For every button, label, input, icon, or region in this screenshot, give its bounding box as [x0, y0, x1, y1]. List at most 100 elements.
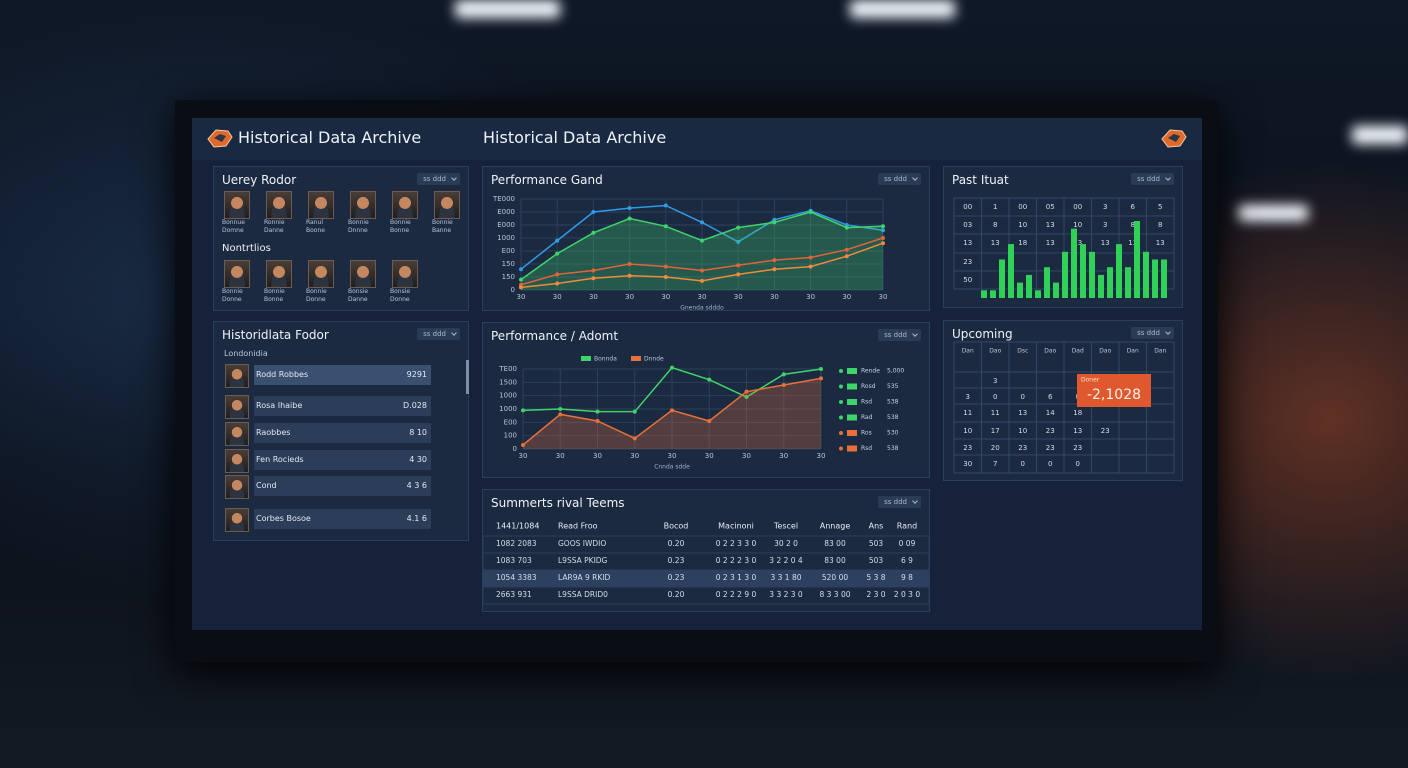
- data-point: [736, 225, 741, 230]
- dropdown[interactable]: ss ddd: [878, 173, 921, 185]
- item-value: 4 3 6: [406, 481, 427, 490]
- player-avatar: [224, 191, 250, 219]
- day-cell: 6: [1048, 393, 1053, 401]
- day-cell: 20: [991, 444, 1000, 452]
- grid-cell: 13: [1101, 239, 1110, 247]
- item-value: D.028: [403, 401, 427, 410]
- day-cell: 3: [966, 393, 970, 401]
- list-swatch: [847, 399, 857, 405]
- dropdown[interactable]: ss ddd: [878, 496, 921, 508]
- list-swatch: [847, 430, 857, 436]
- table-cell: L9SSA PKIDG: [558, 556, 608, 565]
- header-center-title: Historical Data Archive: [483, 128, 667, 147]
- data-point: [627, 262, 632, 266]
- grid-cell: 6: [1131, 203, 1136, 211]
- grid-cell: 13: [963, 239, 972, 247]
- table-cell: 0 09: [899, 539, 916, 548]
- table-cell: 9 8: [901, 573, 913, 582]
- dropdown[interactable]: ss ddd: [1131, 327, 1174, 339]
- panel-title: Summerts rival Teems: [491, 496, 625, 510]
- player-role: Danne: [348, 296, 368, 303]
- player-name: Bonnie: [306, 288, 327, 295]
- player-role: Donne: [222, 296, 242, 303]
- bar: [999, 259, 1005, 298]
- grid-cell: 3: [1103, 203, 1107, 211]
- dropdown[interactable]: ss ddd: [417, 173, 460, 185]
- list-item[interactable]: Rosa Ihaibe D.028: [254, 396, 431, 416]
- panel: Past Ituat ss ddd 00 1 00 05 00 3 6 5 03 8 10 13 10 3 8 8…: [943, 166, 1183, 308]
- grid-cell: 10: [1073, 221, 1082, 229]
- item-name: Corbes Bosoe: [256, 514, 311, 523]
- data-point: [808, 264, 813, 269]
- panel: Historidlata Fodor ss ddd Londonidia Rodd R…: [213, 321, 469, 541]
- data-point: [881, 241, 885, 246]
- data-point: [595, 419, 600, 423]
- bar: [990, 290, 996, 298]
- player-avatar: [392, 260, 418, 288]
- list-item[interactable]: Rodd Robbes 9291: [254, 365, 431, 385]
- table-cell: 1083 703: [496, 556, 532, 565]
- y-tick-label: 0: [511, 286, 515, 294]
- bar: [1089, 251, 1095, 298]
- grid-cell: 13: [991, 239, 1000, 247]
- data-point: [663, 264, 668, 269]
- player-name: Bonnie: [390, 219, 411, 226]
- player-role: Boone: [306, 227, 325, 234]
- table-cell: 1054 3383: [496, 573, 537, 582]
- player-role: Bonne: [264, 296, 284, 303]
- player-avatar: [308, 191, 334, 219]
- column-header: Ans: [869, 522, 884, 531]
- dropdown[interactable]: ss ddd: [417, 328, 460, 340]
- player-avatar: [266, 260, 292, 288]
- day-cell: 3: [993, 377, 997, 385]
- list-item[interactable]: Raobbes 8 10: [254, 423, 431, 443]
- grid-cell: 18: [1018, 239, 1027, 247]
- ceiling-light: [455, 0, 560, 18]
- data-point: [521, 443, 525, 447]
- player-name: Bonnie: [264, 288, 285, 295]
- legend-swatch: [581, 356, 591, 361]
- dropdown[interactable]: ss ddd: [1131, 173, 1174, 185]
- player-role: Donne: [306, 296, 326, 303]
- table-cell: L9SSA DRID0: [558, 590, 608, 599]
- list-swatch: [847, 414, 857, 421]
- grid-cell: 50: [963, 276, 972, 284]
- y-tick-label: TE000: [492, 195, 515, 203]
- table-cell: 0 2 2 3 3 0: [716, 539, 757, 548]
- data-point: [555, 272, 560, 277]
- list-label: Rende: [861, 368, 880, 375]
- table-cell: 2 3 0: [866, 590, 885, 599]
- player-avatar: [434, 191, 460, 219]
- table-cell: 2 0 3 0: [894, 590, 920, 599]
- day-cell: 0: [1048, 460, 1052, 468]
- list-value: 538: [887, 399, 899, 406]
- header-bar: [192, 118, 1202, 160]
- item-name: Cond: [256, 481, 277, 490]
- highlight-cell[interactable]: Doner -2,1028: [1077, 374, 1151, 407]
- player-name: Bonnie: [432, 219, 453, 226]
- list-item[interactable]: Fen Rocieds 4 30: [254, 450, 431, 470]
- data-point: [591, 268, 596, 273]
- table-cell: 503: [869, 556, 884, 565]
- table-cell: 0 2 2 2 3 0: [716, 556, 757, 565]
- series-area: [521, 212, 883, 290]
- day-cell: 18: [1073, 409, 1082, 417]
- player-role: Danne: [264, 227, 284, 234]
- grid-cell: 8: [1158, 221, 1162, 229]
- x-tick-label: 30: [770, 293, 779, 301]
- player-role: Domne: [222, 227, 244, 234]
- table-cell: 0.23: [668, 573, 685, 582]
- list-dot: [839, 431, 843, 435]
- grid-cell: 3: [1103, 221, 1107, 229]
- grid-cell: 13: [1046, 221, 1055, 229]
- list-item[interactable]: Cond 4 3 6: [254, 476, 431, 496]
- series-area: [523, 378, 821, 449]
- data-point: [555, 251, 560, 256]
- x-tick-label: 30: [817, 452, 826, 460]
- dropdown[interactable]: ss ddd: [878, 329, 921, 341]
- x-tick-label: 30: [553, 293, 562, 301]
- y-tick-label: TE00: [498, 365, 517, 373]
- list-item[interactable]: Corbes Bosoe 4.1 6: [254, 509, 431, 529]
- list-dot: [839, 369, 843, 373]
- y-tick-label: E00: [504, 418, 517, 426]
